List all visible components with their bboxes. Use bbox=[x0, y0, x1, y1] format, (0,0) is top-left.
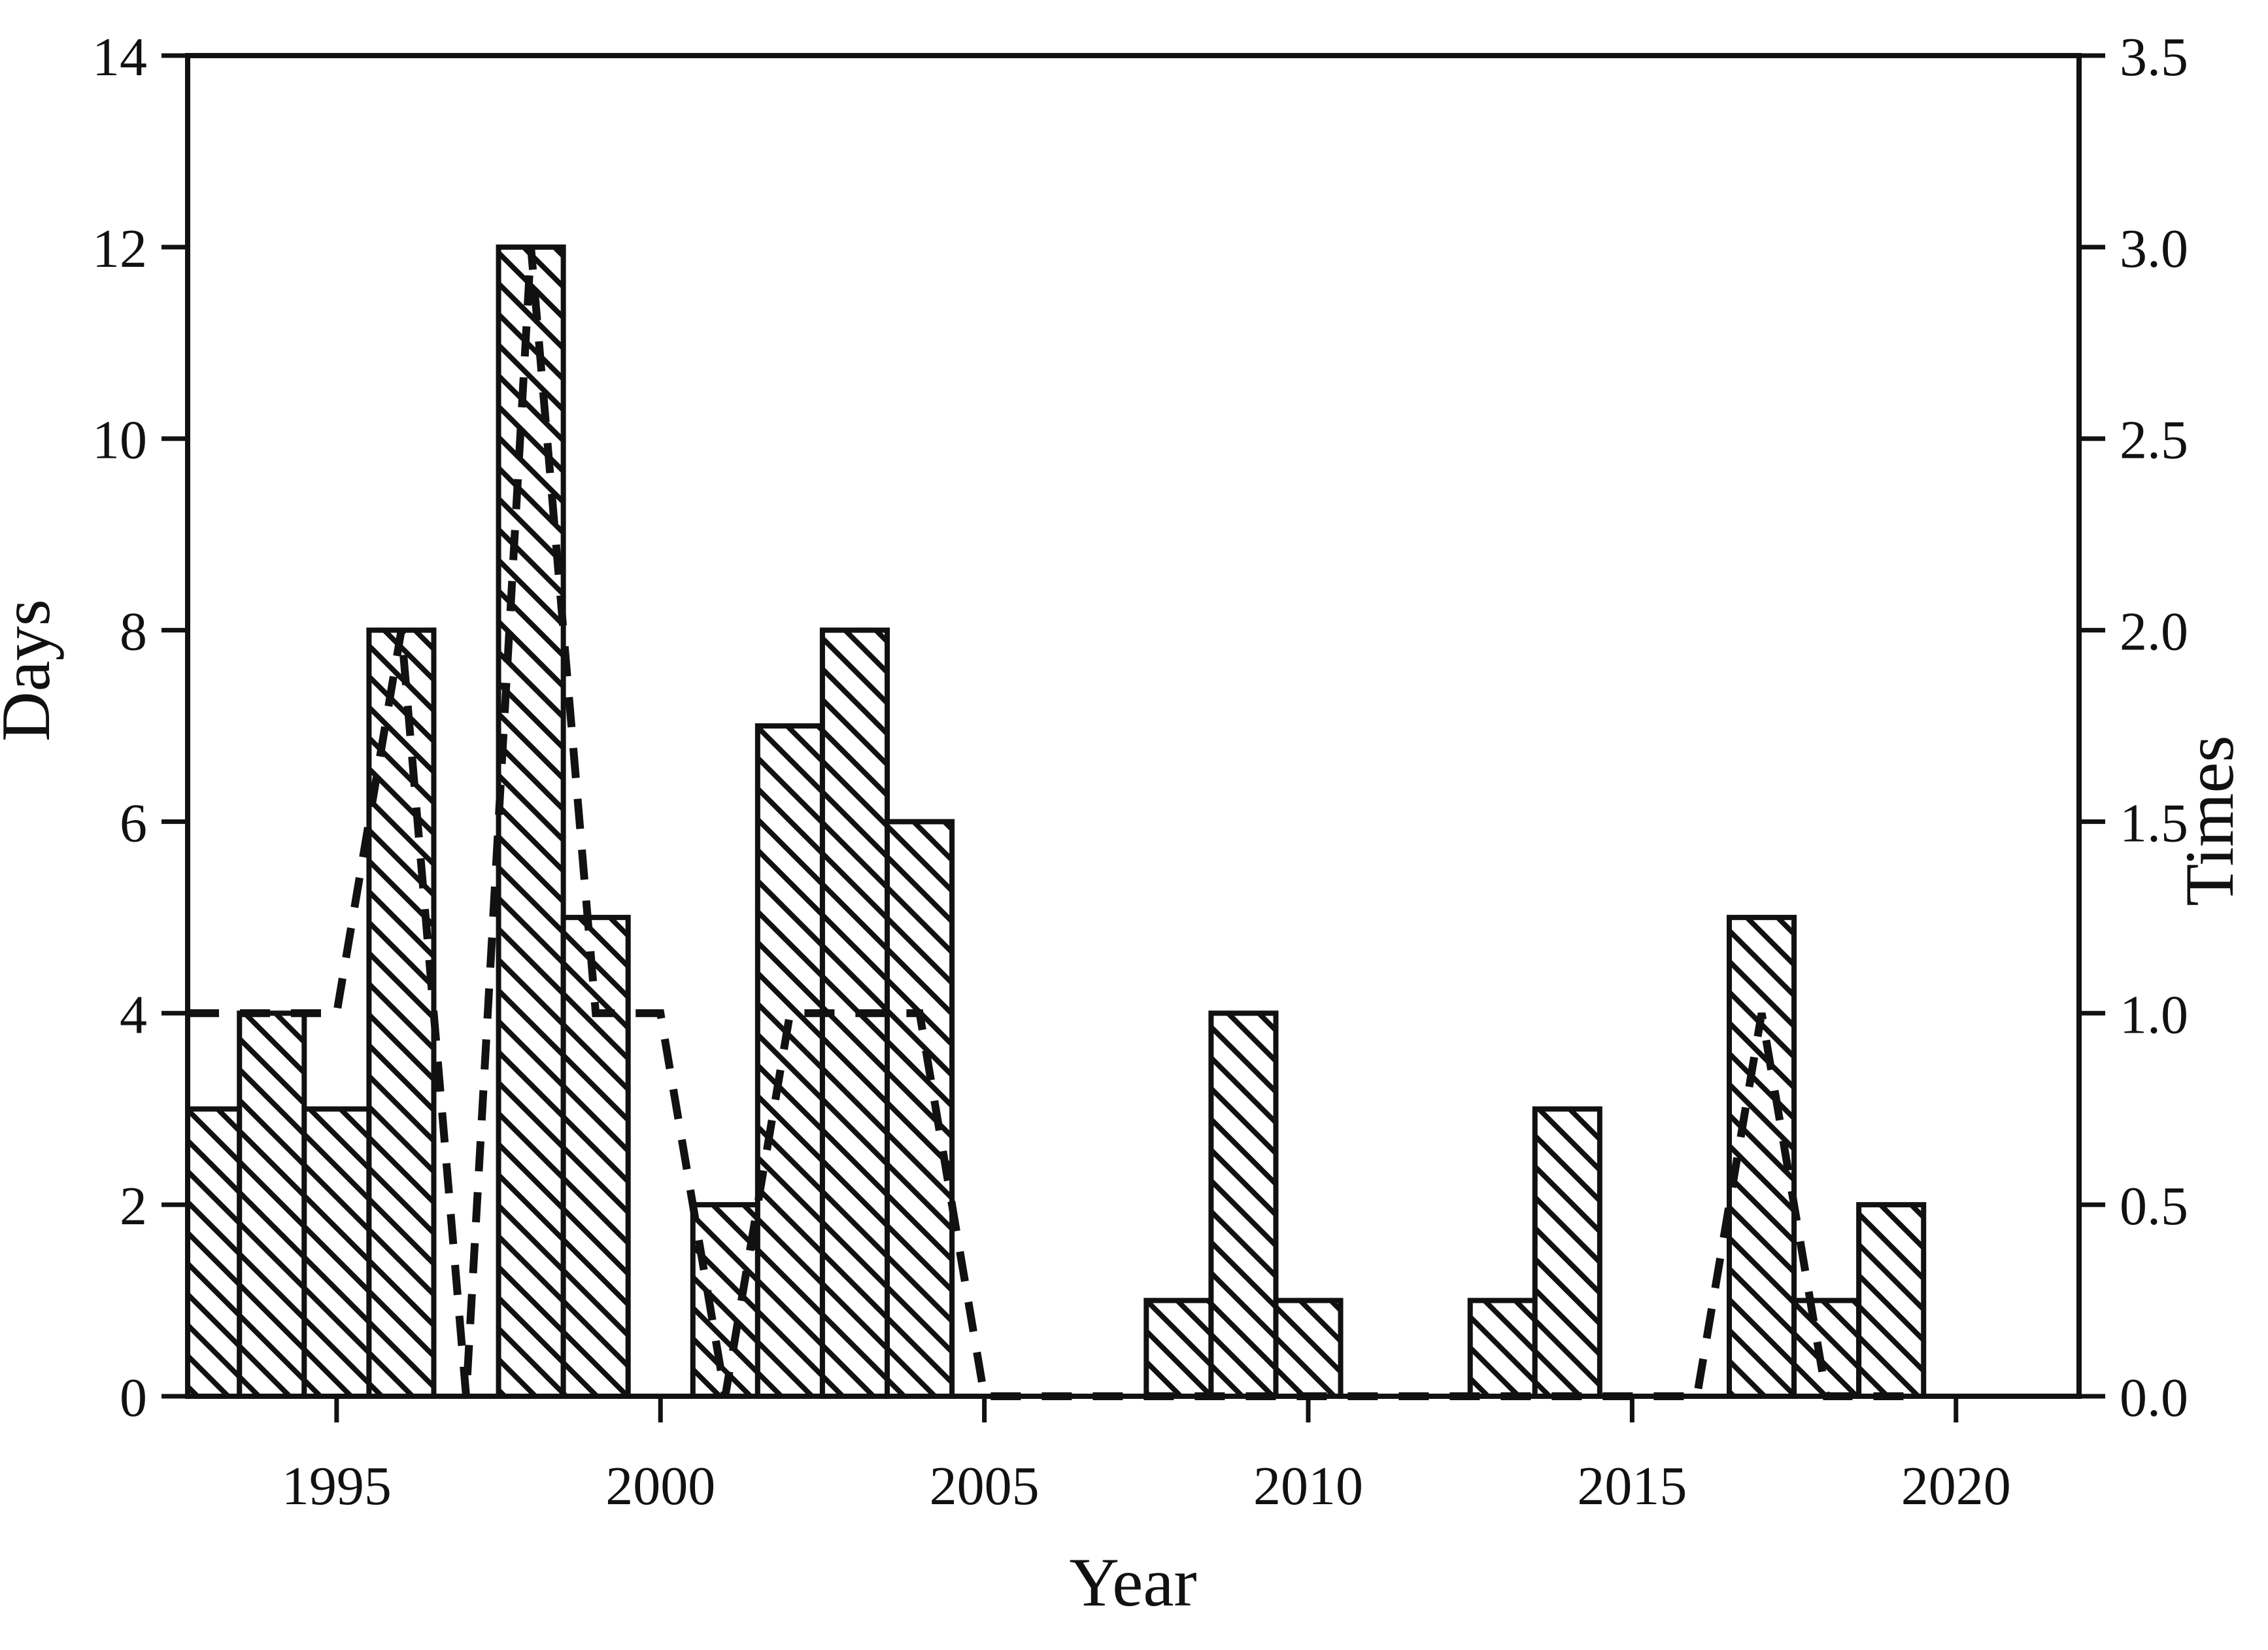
y-right-tick-label-2.5: 2.5 bbox=[2120, 410, 2188, 471]
y-right-tick-label-1.5: 1.5 bbox=[2120, 793, 2188, 853]
y-left-tick-label-10: 10 bbox=[92, 410, 147, 471]
bar-2010 bbox=[1273, 1298, 1344, 1399]
y-left-tick-label-6: 6 bbox=[120, 793, 147, 853]
x-tick-label-2000: 2000 bbox=[605, 1456, 715, 1517]
y-axis-title-left: Days bbox=[0, 599, 64, 742]
x-tick-label-2015: 2015 bbox=[1577, 1456, 1687, 1517]
x-tick-label-2005: 2005 bbox=[930, 1456, 1040, 1517]
y-left-tick-label-8: 8 bbox=[120, 602, 147, 662]
times-dashed-line-group bbox=[189, 247, 1924, 1400]
y-right-tick-label-1.0: 1.0 bbox=[2120, 984, 2188, 1045]
bar-2001 bbox=[690, 1202, 760, 1399]
bar-1999 bbox=[560, 914, 631, 1400]
x-tick-label-2020: 2020 bbox=[1901, 1456, 2011, 1517]
bar-2009 bbox=[1208, 1010, 1279, 1400]
y-right-tick-label-0.5: 0.5 bbox=[2120, 1176, 2188, 1237]
bar-1994 bbox=[237, 1010, 307, 1400]
y-axis-title-right: Times bbox=[2171, 735, 2248, 906]
y-right-tick-label-0.0: 0.0 bbox=[2120, 1367, 2188, 1428]
y-left-tick-label-12: 12 bbox=[92, 218, 147, 279]
bar-1995 bbox=[301, 1106, 372, 1399]
y-left-tick-label-2: 2 bbox=[120, 1176, 147, 1237]
axis-tick-labels-group: 0 2 4 6 8 10 12 14 0.0 0.5 1.0 1.5 2.0 2.5 3.0 3.5 1995 2… bbox=[92, 27, 2188, 1517]
bar-2008 bbox=[1143, 1298, 1214, 1399]
x-tick-label-1995: 1995 bbox=[282, 1456, 392, 1517]
axis-ticks-group bbox=[161, 53, 2105, 1422]
bars-group bbox=[185, 244, 1927, 1400]
x-tick-label-2010: 2010 bbox=[1253, 1456, 1363, 1517]
y-left-tick-label-14: 14 bbox=[92, 27, 147, 88]
y-left-tick-label-0: 0 bbox=[120, 1367, 147, 1428]
times-dashed-line bbox=[189, 247, 1924, 1400]
bar-2018 bbox=[1791, 1298, 1862, 1399]
bar-2019 bbox=[1856, 1202, 1927, 1399]
y-right-tick-label-3.0: 3.0 bbox=[2120, 218, 2188, 279]
bar-1993 bbox=[185, 1106, 243, 1399]
y-right-tick-label-3.5: 3.5 bbox=[2120, 27, 2188, 88]
plot-frame bbox=[185, 53, 2082, 1399]
bar-2004 bbox=[885, 819, 955, 1399]
y-right-tick-label-2.0: 2.0 bbox=[2120, 602, 2188, 662]
x-axis-title: Year bbox=[1069, 1544, 1196, 1621]
bar-2013 bbox=[1467, 1298, 1538, 1399]
bar-2002 bbox=[754, 723, 825, 1399]
y-left-tick-label-4: 4 bbox=[120, 984, 147, 1045]
bar-1998 bbox=[496, 244, 566, 1399]
bar-2014 bbox=[1532, 1106, 1602, 1399]
